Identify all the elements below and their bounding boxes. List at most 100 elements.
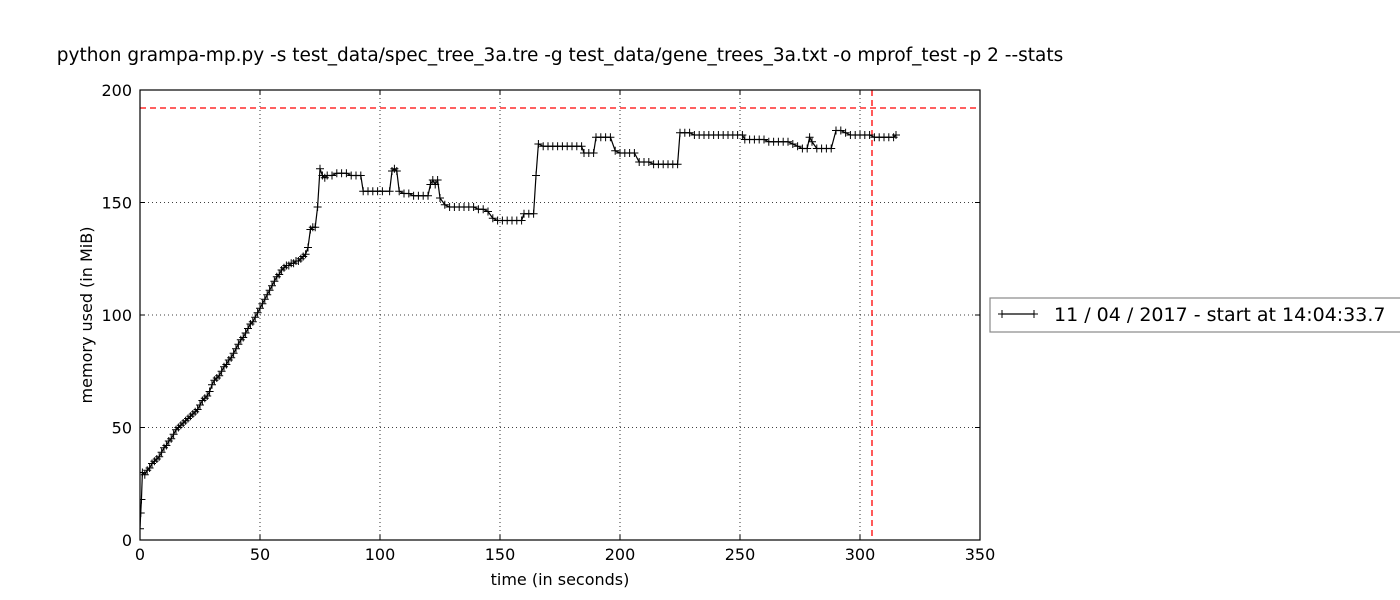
data-point [784,137,792,146]
data-point [217,367,226,376]
data-point [469,203,478,211]
data-point [157,448,166,457]
data-point [805,133,814,142]
data-point [241,329,250,337]
data-point [589,149,598,157]
data-point [140,509,145,517]
data-point [270,277,279,286]
data-point [892,131,900,139]
data-point [395,187,404,196]
data-point [313,203,322,211]
y-axis-label: memory used (in MiB) [77,227,96,404]
data-point [606,133,615,142]
data-point [311,223,320,232]
data-point [436,194,444,202]
data-point [630,149,639,157]
data-point [244,324,252,333]
data-point [529,209,538,218]
data-point [260,295,269,304]
data-point [577,142,586,151]
data-point [644,158,653,166]
legend: 11 / 04 / 2017 - start at 14:04:33.7 [989,297,1400,333]
data-point [342,169,351,178]
legend-label: 11 / 04 / 2017 - start at 14:04:33.7 [1054,304,1386,326]
data-point [760,135,768,144]
x-tick-label: 0 [135,545,145,564]
data-point [140,495,146,504]
data-point [162,441,171,450]
data-point [378,187,387,196]
data-point [215,371,224,380]
data-point [440,200,449,209]
x-tick-label: 250 [725,545,756,564]
y-tick-label: 150 [101,194,132,213]
data-point [208,380,216,389]
data-point [203,392,212,400]
grid-lines [140,90,980,540]
data-point [827,144,836,153]
legend-line-marker [998,310,1038,318]
x-tick-label: 50 [250,545,270,564]
data-point [385,187,394,196]
data-point [424,191,432,200]
y-tick-label: 0 [122,531,132,550]
data-point [239,333,248,342]
x-tick-label: 200 [605,545,636,564]
data-point [167,434,176,443]
data-point [205,387,214,396]
data-point [479,205,488,214]
data-point [301,250,310,259]
data-point [433,176,442,184]
data-point [253,308,262,317]
data-point [534,140,543,148]
data-point [808,137,816,146]
data-point [258,299,267,308]
data-point [232,344,240,353]
data-point [685,128,694,137]
data-point [155,452,164,461]
legend-box [989,297,1400,333]
data-point [222,360,231,369]
data-point [803,144,812,153]
data-point [248,317,257,326]
x-tick-label: 300 [845,545,876,564]
data-point [611,146,620,155]
data-point [404,189,413,198]
data-point [793,142,802,151]
data-point [229,349,238,358]
axis-tick-labels: 0 50 100 150 200 250 300 350 0 50 100 150 200 [101,81,995,564]
data-point [488,214,497,223]
data-point [227,353,236,362]
data-point [169,430,178,439]
data-point [275,270,284,279]
data-point [196,401,204,409]
data-point [145,464,154,472]
data-point [841,128,850,137]
data-point [256,304,264,313]
data-point [316,164,324,173]
data-point [268,281,276,290]
y-tick-label: 100 [101,306,132,325]
x-tick-label: 350 [965,545,996,564]
data-point [738,131,747,139]
data-point [865,131,874,139]
x-tick-label: 100 [365,545,396,564]
data-point [356,171,365,180]
data-point [328,171,336,180]
x-axis-label: time (in seconds) [491,570,630,589]
data-point [251,313,260,322]
x-tick-label: 150 [485,545,516,564]
y-tick-label: 50 [112,419,132,438]
data-point [431,180,440,189]
data-point [140,524,144,533]
data-point [484,207,492,216]
axis-ticks [139,89,981,541]
data-point [517,216,526,225]
data-point [193,405,202,414]
data-point [304,243,312,252]
data-point [140,470,149,479]
data-point [673,160,682,169]
data-point [836,126,845,135]
reference-lines [140,90,980,540]
